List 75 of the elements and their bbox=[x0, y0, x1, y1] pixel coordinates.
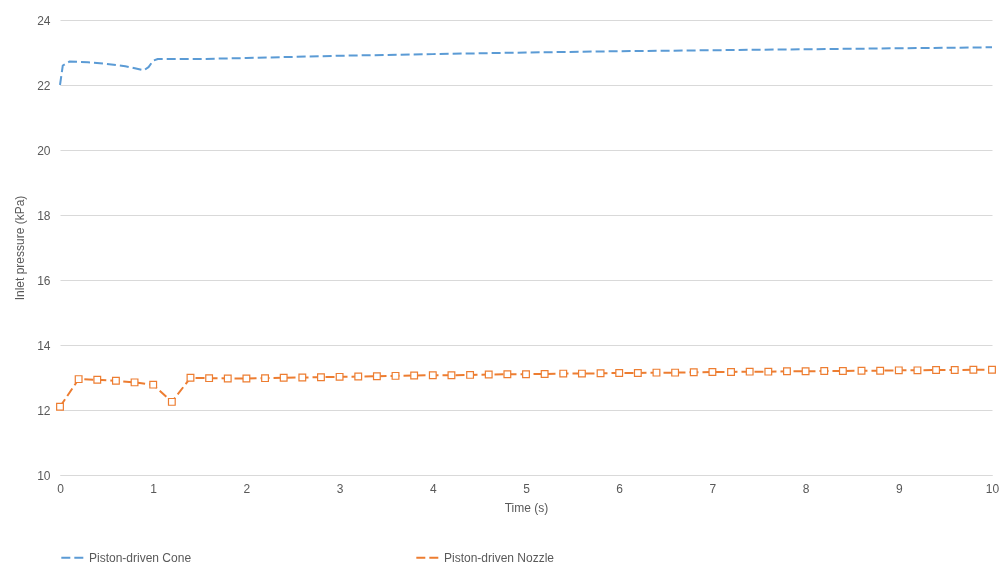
point bbox=[205, 374, 214, 383]
point bbox=[317, 373, 325, 382]
point bbox=[428, 371, 437, 380]
x-tick-label: 3 bbox=[336, 481, 344, 496]
point bbox=[466, 370, 475, 379]
point bbox=[111, 376, 120, 385]
y-tick-label: 24 bbox=[37, 13, 51, 28]
legend-label: Piston-driven Nozzle bbox=[444, 550, 555, 565]
x-tick-label: 8 bbox=[802, 481, 810, 496]
point bbox=[261, 374, 269, 383]
point bbox=[950, 366, 959, 374]
x-tick-label: 2 bbox=[243, 481, 251, 496]
point bbox=[484, 370, 493, 379]
point bbox=[56, 402, 64, 411]
point bbox=[764, 367, 773, 376]
point bbox=[876, 366, 885, 375]
point bbox=[298, 373, 307, 382]
x-tick-label: 0 bbox=[57, 481, 65, 496]
point bbox=[540, 369, 549, 378]
point bbox=[615, 369, 624, 377]
x-tick-label: 1 bbox=[150, 481, 158, 496]
point bbox=[801, 367, 810, 376]
point bbox=[93, 375, 102, 384]
point bbox=[727, 368, 735, 376]
point bbox=[242, 374, 251, 383]
x-axis-title: Time (s) bbox=[504, 500, 549, 515]
x-tick-label: 10 bbox=[985, 481, 1000, 496]
x-tick-label: 4 bbox=[429, 481, 437, 496]
point bbox=[391, 371, 400, 380]
point bbox=[596, 369, 605, 378]
point bbox=[745, 367, 754, 376]
y-tick-label: 22 bbox=[37, 78, 51, 93]
point bbox=[988, 365, 996, 374]
y-tick-label: 14 bbox=[37, 338, 51, 353]
point bbox=[913, 366, 922, 375]
point bbox=[857, 366, 866, 375]
point bbox=[223, 374, 232, 383]
x-tick-label: 9 bbox=[895, 481, 903, 496]
x-tick-label: 5 bbox=[523, 481, 531, 496]
point bbox=[932, 366, 941, 374]
point bbox=[522, 370, 530, 379]
y-tick-label: 18 bbox=[37, 208, 51, 223]
point bbox=[820, 367, 829, 375]
x-tick-label: 6 bbox=[616, 481, 624, 496]
line-series bbox=[59, 46, 993, 86]
point bbox=[689, 368, 698, 377]
point bbox=[633, 369, 642, 377]
point bbox=[186, 373, 195, 382]
y-tick-label: 20 bbox=[37, 143, 51, 158]
point bbox=[74, 375, 83, 384]
y-tick-label: 12 bbox=[37, 403, 51, 418]
legend-label: Piston-driven Cone bbox=[89, 550, 192, 565]
point bbox=[671, 368, 680, 377]
point bbox=[279, 373, 288, 382]
y-tick-label: 16 bbox=[37, 273, 51, 288]
y-tick-label: 10 bbox=[37, 468, 51, 483]
y-axis-title: Inlet pressure (kPa) bbox=[13, 195, 28, 301]
point bbox=[838, 367, 847, 375]
point bbox=[410, 371, 419, 380]
point bbox=[969, 365, 978, 374]
point bbox=[894, 366, 903, 375]
point bbox=[503, 370, 512, 379]
point bbox=[335, 372, 344, 381]
point bbox=[652, 368, 661, 377]
point bbox=[167, 397, 176, 406]
point bbox=[577, 369, 586, 378]
x-tick-label: 7 bbox=[709, 481, 717, 496]
point bbox=[447, 371, 456, 380]
point bbox=[708, 368, 717, 376]
point bbox=[130, 378, 139, 387]
point bbox=[559, 369, 568, 378]
point bbox=[783, 367, 791, 376]
point bbox=[149, 380, 158, 389]
point bbox=[372, 372, 381, 381]
point bbox=[354, 372, 363, 381]
